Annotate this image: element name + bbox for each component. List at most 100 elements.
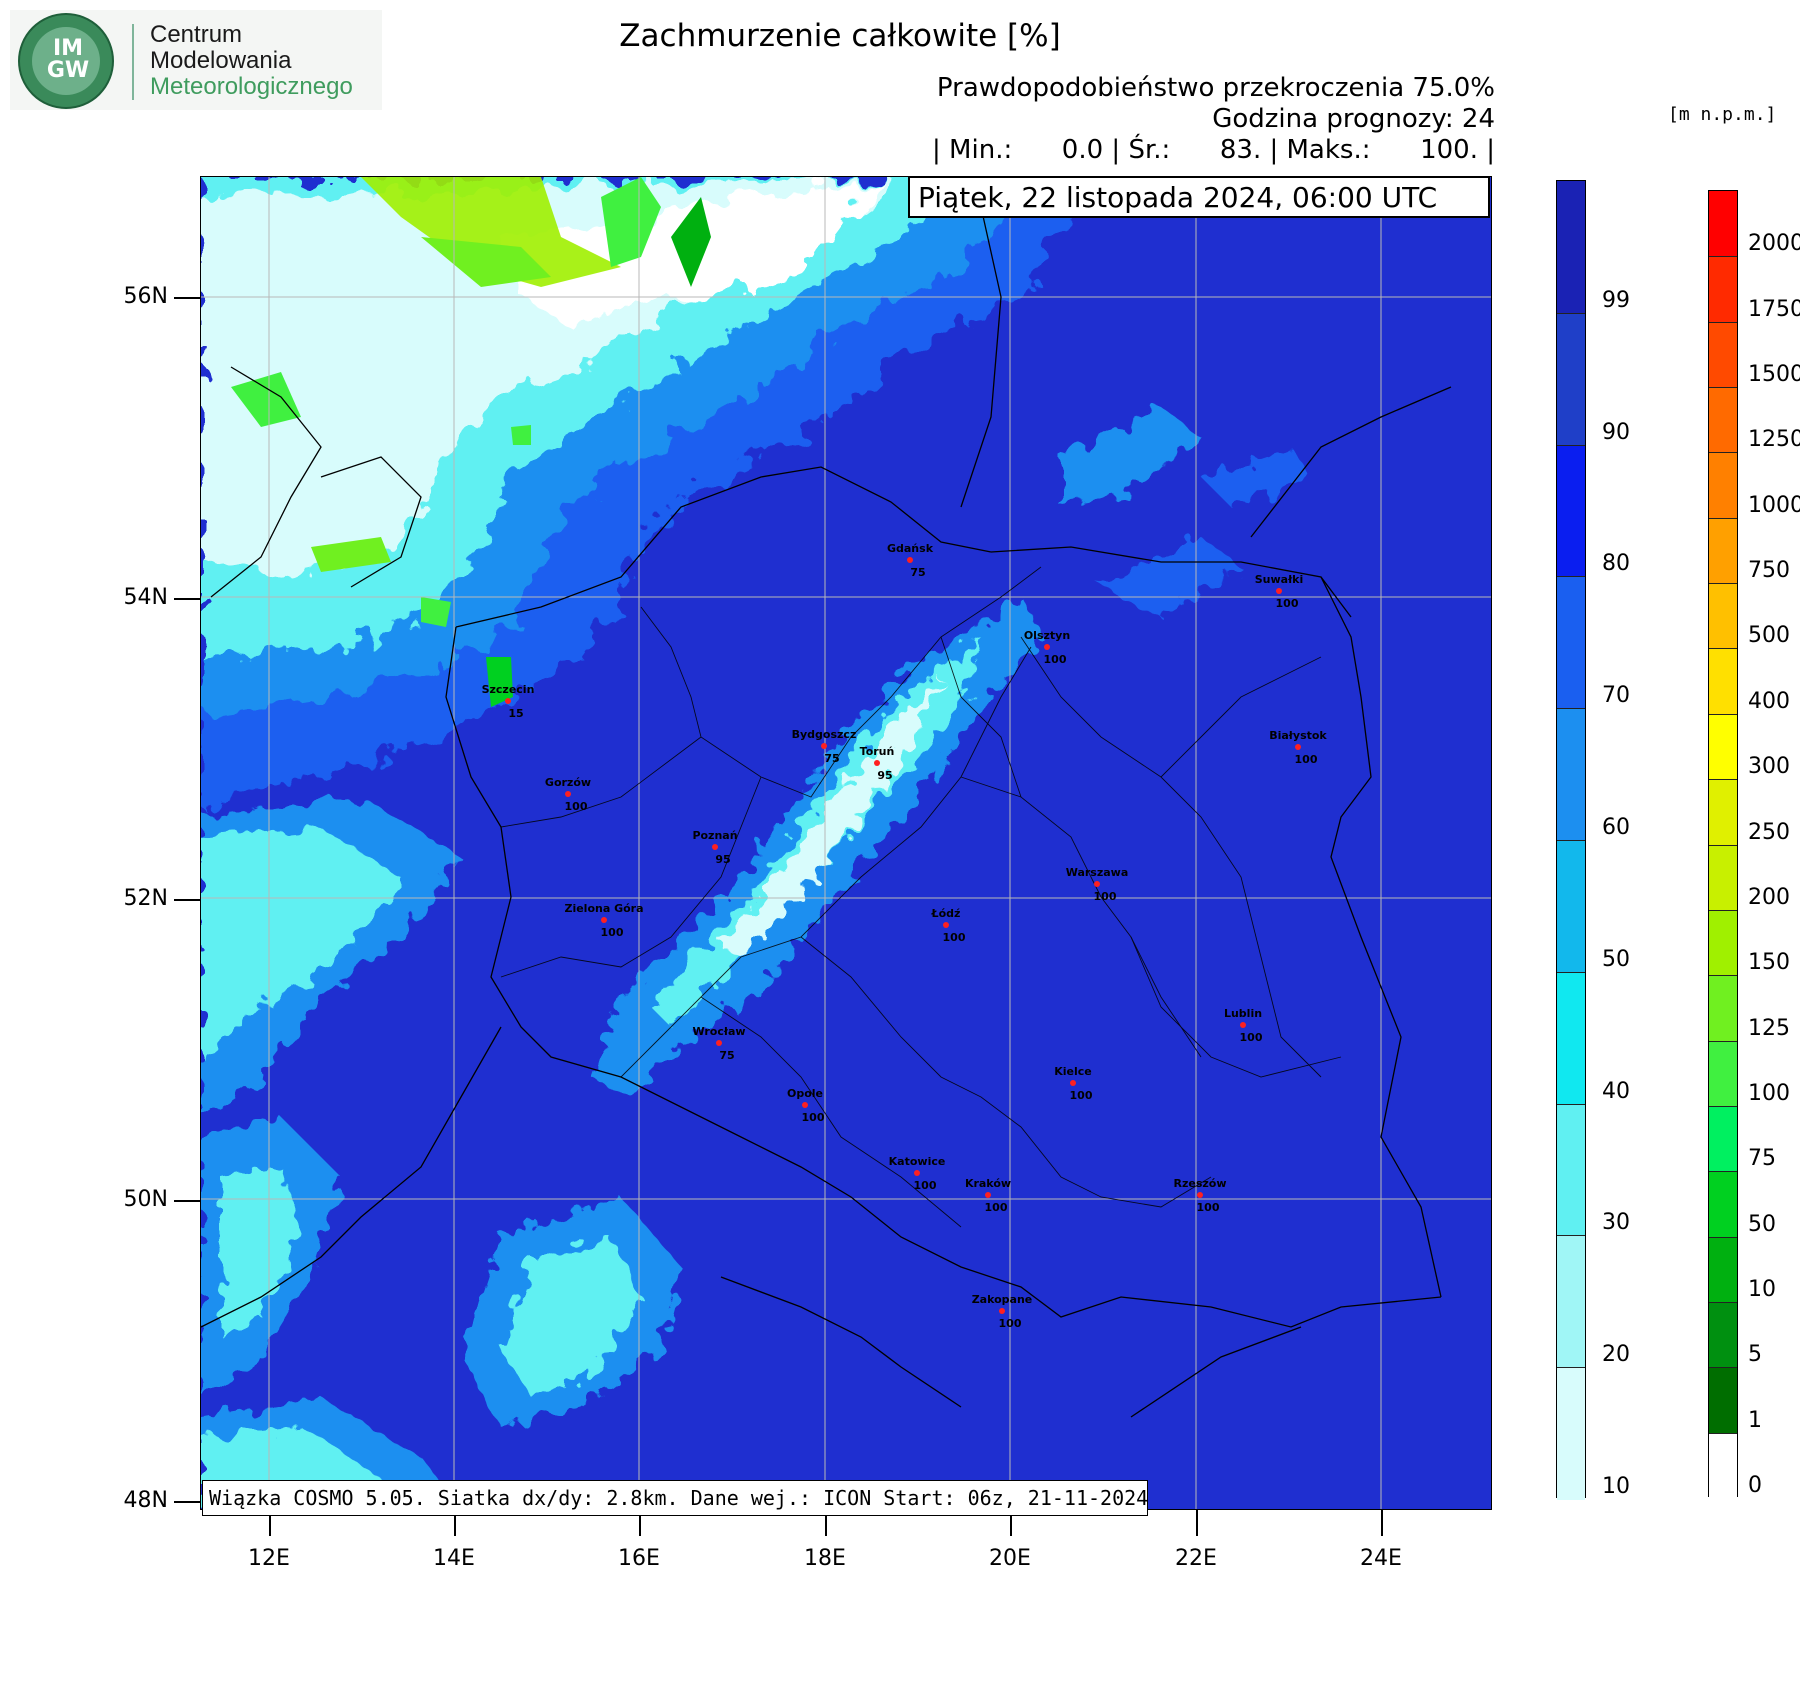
colorbar-segment <box>1557 708 1585 842</box>
colorbar-segment <box>1557 971 1585 1106</box>
city-value: 100 <box>1197 1201 1220 1214</box>
city-name: Lublin <box>1224 1007 1262 1020</box>
colorbar-label: 1 <box>1748 1407 1762 1433</box>
city-value: 100 <box>1070 1089 1093 1102</box>
colorbar-label: 10 <box>1602 1474 1630 1499</box>
city-dot <box>1044 644 1050 650</box>
forecast-date: Piątek, 22 listopada 2024, 06:00 UTC <box>908 176 1490 218</box>
city-value: 100 <box>1094 890 1117 903</box>
colorbar-segment <box>1709 1040 1737 1108</box>
city-name: Poznań <box>692 829 737 842</box>
colorbar-label: 1250 <box>1748 427 1800 453</box>
city-dot <box>716 1040 722 1046</box>
lon-label-14e: 14E <box>433 1546 475 1571</box>
lon-label-20e: 20E <box>989 1546 1031 1571</box>
colorbar-segment <box>1709 909 1737 977</box>
lon-label-22e: 22E <box>1175 1546 1217 1571</box>
logo-line-2: Modelowania <box>150 47 292 74</box>
city-value: 100 <box>802 1111 825 1124</box>
colorbar-label: 200 <box>1748 884 1790 910</box>
lon-tick <box>1010 1510 1012 1536</box>
lat-label-50n: 50N <box>123 1187 168 1212</box>
colorbar-segment <box>1709 256 1737 324</box>
colorbar-segment <box>1557 840 1585 974</box>
graticule <box>201 177 1491 1509</box>
lat-tick <box>174 1501 200 1503</box>
colorbar-segment <box>1557 312 1585 447</box>
colorbar-segment <box>1709 1432 1737 1500</box>
colorbar-segment <box>1709 1236 1737 1304</box>
cloud-colorbar <box>1556 180 1586 1501</box>
colorbar-segment <box>1709 1367 1737 1435</box>
city-value: 95 <box>877 769 892 782</box>
height-units-label: [m n.p.m.] <box>1668 104 1777 125</box>
stats-text: | Min.: 0.0 | Śr.: 83. | Maks.: 100. | <box>932 135 1495 165</box>
city-dot <box>565 791 571 797</box>
city-dot <box>712 844 718 850</box>
colorbar-segment <box>1709 387 1737 454</box>
colorbar-label: 750 <box>1748 558 1790 584</box>
city-name: Opole <box>787 1087 823 1100</box>
colorbar-label: 0 <box>1748 1473 1762 1498</box>
city-dot <box>1276 588 1282 594</box>
city-name: Gorzów <box>545 776 591 789</box>
colorbar-label: 80 <box>1602 551 1630 577</box>
land-patches <box>231 177 711 707</box>
height-colorbar <box>1708 190 1738 1500</box>
city-value: 100 <box>999 1317 1022 1330</box>
logo-line-3: Meteorologicznego <box>150 73 353 100</box>
lat-label-48n: 48N <box>123 1488 168 1513</box>
city-name: Bydgoszcz <box>792 728 857 741</box>
colorbar-label: 1000 <box>1748 492 1800 518</box>
colorbar-label: 60 <box>1602 815 1630 840</box>
city-dot <box>943 922 949 928</box>
lon-tick <box>825 1510 827 1536</box>
colorbar-label: 100 <box>1748 1080 1790 1106</box>
city-dot <box>1197 1192 1203 1198</box>
city-markers: Gdańsk 75 Suwałki 100 Olsztyn 100 Szczecin 15 By… <box>482 542 1328 1330</box>
lat-tick <box>174 1200 200 1202</box>
city-dot <box>1295 744 1301 750</box>
city-name: Warszawa <box>1066 866 1129 879</box>
colorbar-segment <box>1709 779 1737 846</box>
lat-label-52n: 52N <box>123 886 168 911</box>
colorbar-segment <box>1709 713 1737 781</box>
colorbar-label: 70 <box>1602 683 1630 709</box>
colorbar-label: 400 <box>1748 688 1790 714</box>
city-value: 100 <box>1044 653 1067 666</box>
lon-tick <box>454 1510 456 1536</box>
colorbar-segment <box>1557 576 1585 710</box>
city-dot <box>985 1192 991 1198</box>
colorbar-segment <box>1709 844 1737 912</box>
colorbar-label: 20 <box>1602 1342 1630 1368</box>
colorbar-label: 75 <box>1748 1146 1776 1172</box>
city-name: Wrocław <box>692 1025 745 1038</box>
city-name: Toruń <box>860 745 895 758</box>
imgw-seal-inner <box>32 27 100 95</box>
colorbar-segment <box>1709 321 1737 389</box>
city-value: 75 <box>719 1049 734 1062</box>
colorbar-segment <box>1709 191 1737 257</box>
borders <box>201 206 1452 1418</box>
city-value: 100 <box>943 931 966 944</box>
colorbar-label: 2000 <box>1748 231 1800 257</box>
city-dot <box>505 698 511 704</box>
colorbar-label: 5 <box>1748 1342 1762 1368</box>
lon-label-12e: 12E <box>248 1546 290 1571</box>
colorbar-segment <box>1709 517 1737 585</box>
colorbar-label: 10 <box>1748 1276 1776 1302</box>
lat-tick <box>174 899 200 901</box>
city-dot <box>1240 1022 1246 1028</box>
colorbar-segment <box>1709 1171 1737 1239</box>
colorbar-segment <box>1709 583 1737 650</box>
logo-line-1: Centrum <box>150 21 243 48</box>
city-value: 75 <box>824 752 839 765</box>
colorbar-label: 500 <box>1748 623 1790 649</box>
lon-label-18e: 18E <box>804 1546 846 1571</box>
colorbar-label: 300 <box>1748 754 1790 780</box>
colorbar-label: 99 <box>1602 287 1630 313</box>
colorbar-segment <box>1557 1235 1585 1369</box>
city-name: Białystok <box>1269 729 1327 742</box>
city-name: Katowice <box>889 1155 946 1168</box>
lon-tick <box>1196 1510 1198 1536</box>
